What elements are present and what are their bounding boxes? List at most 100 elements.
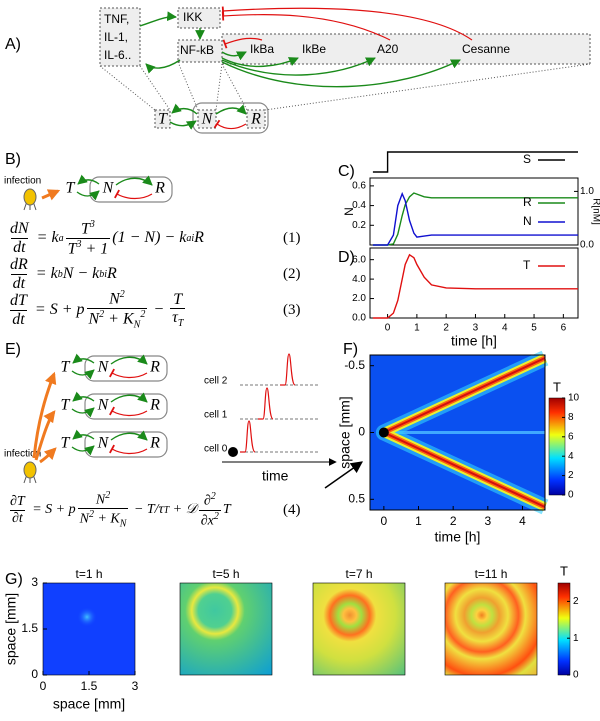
- equation-text: b: [57, 268, 63, 280]
- activation-arrow: [139, 11, 177, 27]
- numerator: dR: [8, 256, 30, 274]
- node-label: N: [102, 180, 115, 197]
- x-tick-label: 3: [132, 679, 139, 693]
- link-arrow: [324, 461, 363, 489]
- colorbar: [557, 582, 571, 676]
- equation-text: = k: [32, 229, 59, 246]
- pathogen-icon: [23, 461, 37, 479]
- bug-leg: [23, 475, 27, 484]
- y-tick-label: 0.0: [352, 313, 366, 324]
- node-label: N: [97, 397, 110, 414]
- y-tick-label: 3: [31, 575, 38, 589]
- data-line: [372, 192, 578, 246]
- module-box: [89, 176, 173, 203]
- supscript: 3: [76, 239, 81, 250]
- input-label: IL-1,: [104, 30, 128, 44]
- x-tick-label: 2: [450, 514, 457, 528]
- colorbar-tick-label: 0: [573, 670, 579, 681]
- equation-number: (2): [283, 266, 301, 282]
- panel-label: C): [338, 163, 355, 180]
- node-label: T: [61, 359, 71, 376]
- legend-label: N: [523, 214, 532, 228]
- y-tick-label: 0.5: [348, 491, 365, 505]
- node-label: T: [158, 111, 168, 128]
- activation-arrow: [72, 391, 95, 402]
- node-label: T: [61, 397, 71, 414]
- node-label: A20: [377, 42, 399, 56]
- input-box: [99, 7, 141, 67]
- colorbar-label: T: [553, 379, 561, 394]
- equation-text: 2: [213, 510, 219, 522]
- gene-band: [221, 33, 591, 65]
- equation-text: −: [149, 301, 169, 318]
- equation-text: R: [194, 229, 204, 246]
- subscript: N: [134, 320, 141, 331]
- plot-frame: [369, 177, 579, 246]
- inhibition-arrow: [213, 119, 247, 130]
- inhibition-arrow: [109, 444, 148, 455]
- inhibition-arrow: [109, 406, 148, 417]
- supscript: 2: [120, 289, 125, 300]
- denominator: dt: [11, 237, 28, 257]
- projection-line: [139, 65, 171, 111]
- time-label: time: [262, 468, 289, 484]
- x-tick-label: 0: [40, 679, 47, 693]
- equation-text: (1 − N) − k: [112, 229, 187, 246]
- y-tick-label: 1.5: [21, 621, 38, 635]
- equation-text: N: [95, 492, 106, 508]
- equation-text: dt: [13, 238, 26, 256]
- activation-arrow: [77, 174, 100, 185]
- activation-arrow: [71, 369, 95, 380]
- supscript: 2: [99, 309, 104, 320]
- equation-text: + K: [104, 310, 134, 328]
- fraction: ∂T ∂t: [8, 494, 27, 526]
- equation-number: (3): [283, 302, 301, 318]
- fraction: N2 N2 + KN: [77, 490, 129, 530]
- equation-text: T: [163, 504, 170, 516]
- supscript: 3: [90, 219, 95, 230]
- node-label: N: [201, 111, 214, 128]
- y2-tick-label: 0.0: [580, 240, 594, 251]
- cell-label: cell 0: [204, 444, 228, 455]
- x-tick-label: 1.5: [81, 679, 98, 693]
- equation-text: ai: [186, 232, 195, 244]
- panel-label: B): [5, 151, 21, 168]
- fraction: dT dt: [8, 292, 29, 328]
- colorbar-tick-label: 0: [568, 490, 574, 501]
- equation-text: T: [222, 502, 231, 517]
- projection-line: [177, 61, 199, 111]
- inhibition-arrow: [221, 11, 391, 41]
- x-axis-label: time [h]: [435, 529, 481, 545]
- node-box: [197, 109, 217, 129]
- module-box: [84, 431, 168, 458]
- fraction: ∂2 ∂x2: [198, 491, 221, 528]
- activation-arrow: [71, 445, 95, 456]
- panel-label: D): [338, 249, 355, 266]
- equation-text: 2: [88, 509, 94, 521]
- node-label: R: [250, 111, 261, 128]
- panel-label: F): [343, 341, 358, 358]
- equation-text: 2: [119, 289, 125, 301]
- supscript: 2: [105, 490, 110, 501]
- equation-text: ∂: [203, 494, 211, 510]
- node-label: R: [149, 397, 160, 414]
- subscript: N: [120, 519, 127, 530]
- equation-text: ∂T: [10, 494, 25, 510]
- x-tick-label: 6: [561, 323, 567, 334]
- panel-label: G): [5, 571, 23, 588]
- numerator: T3: [79, 219, 97, 238]
- snapshot: [444, 582, 538, 676]
- snapshot-title: t=1 h: [75, 567, 102, 581]
- subscript: b: [58, 269, 63, 280]
- node-label: N: [97, 435, 110, 452]
- data-line: [372, 151, 578, 173]
- denominator: dt: [10, 273, 28, 293]
- equation-text: T: [173, 290, 183, 308]
- y-axis-label: space [mm]: [3, 593, 19, 665]
- activation-arrow: [110, 354, 148, 365]
- inhibition-arrow: [109, 368, 148, 379]
